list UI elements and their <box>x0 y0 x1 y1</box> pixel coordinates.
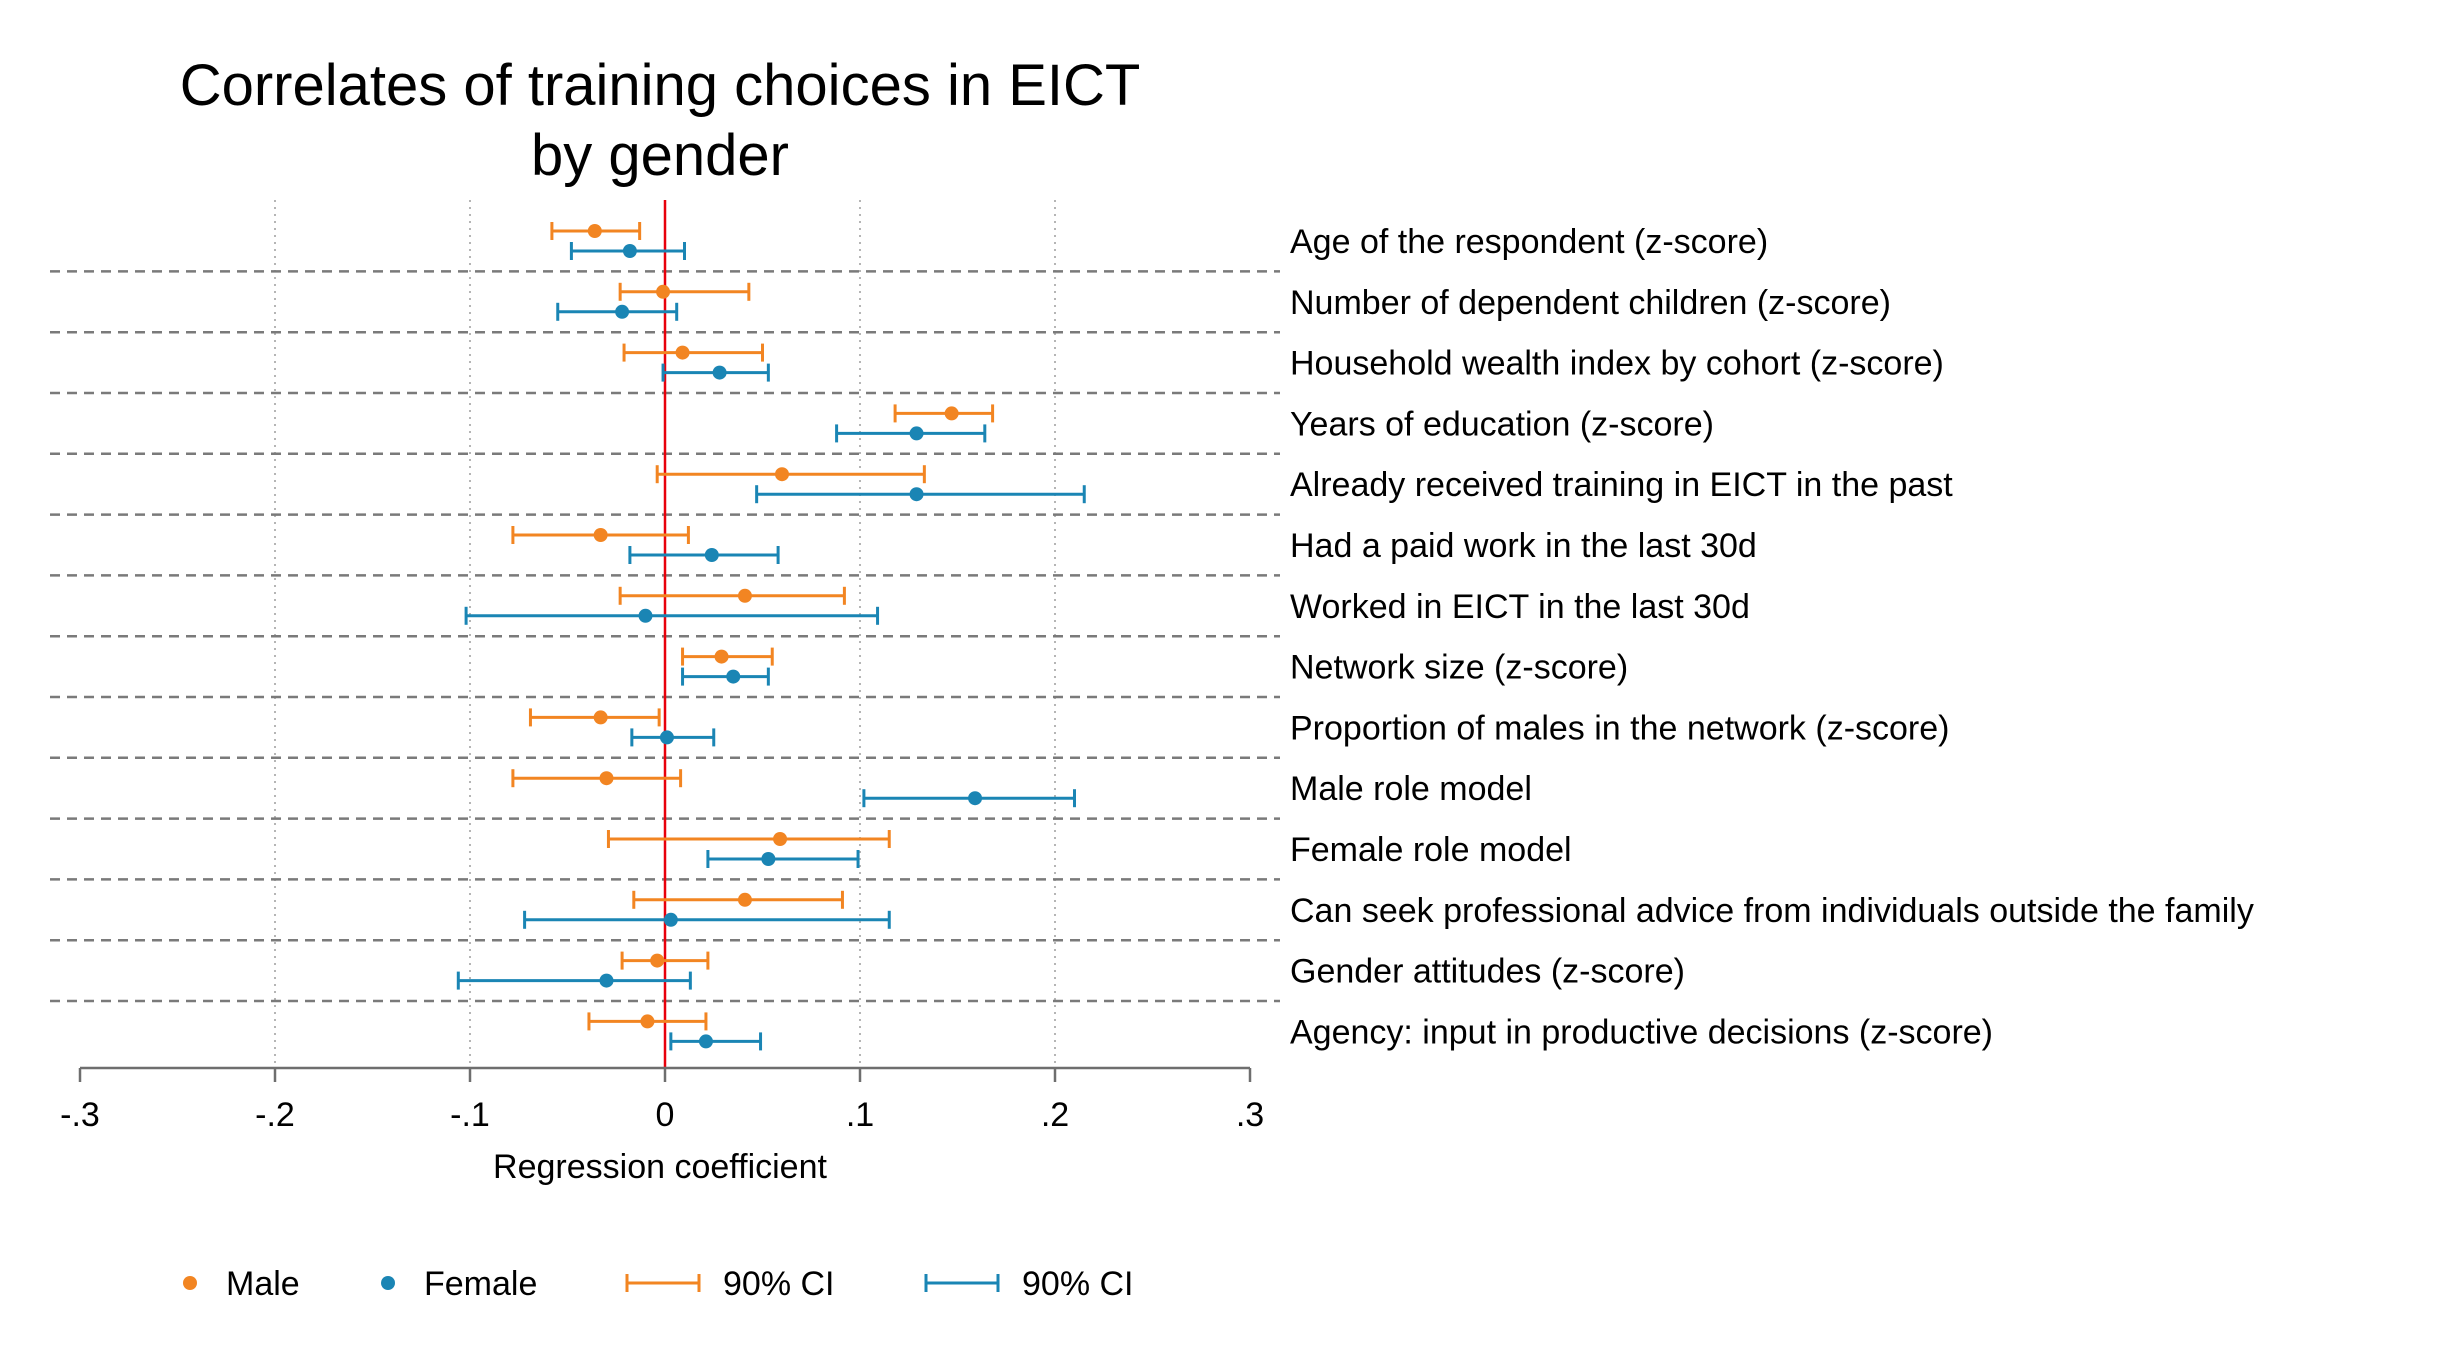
male-estimate-point <box>599 771 614 786</box>
female-estimate-point <box>663 912 678 927</box>
row-label: Male role model <box>1290 770 1532 808</box>
female-estimate-point <box>726 669 741 684</box>
female-estimate-point <box>909 487 924 502</box>
male-estimate-point <box>593 710 608 725</box>
row-label: Female role model <box>1290 831 1572 869</box>
legend-marker-male <box>183 1276 197 1290</box>
female-estimate-point <box>698 1034 713 1049</box>
male-estimate-point <box>587 224 602 238</box>
chart-title-line-2: by gender <box>531 123 789 188</box>
legend-label: Male <box>226 1265 300 1303</box>
legend-marker-female <box>381 1276 395 1290</box>
legend: Male Female 90% CI 90% CI <box>183 1265 1134 1303</box>
row-label: Number of dependent children (z-score) <box>1290 284 1891 322</box>
row-label: Agency: input in productive decisions (z… <box>1290 1013 1993 1051</box>
female-estimate-point <box>659 730 674 745</box>
row-label: Proportion of males in the network (z-sc… <box>1290 709 1949 747</box>
x-tick-label: 0 <box>656 1096 675 1134</box>
x-tick-label: -.3 <box>60 1096 100 1134</box>
row-label: Had a paid work in the last 30d <box>1290 527 1757 565</box>
male-estimate-point <box>737 892 752 907</box>
x-tick-label: .3 <box>1236 1096 1264 1134</box>
female-estimate-point <box>712 365 727 380</box>
male-estimate-point <box>737 588 752 603</box>
row-label: Household wealth index by cohort (z-scor… <box>1290 345 1944 383</box>
male-estimate-point <box>650 953 665 968</box>
x-tick-label: .1 <box>846 1096 874 1134</box>
legend-label: Female <box>424 1265 537 1303</box>
male-estimate-point <box>656 284 671 299</box>
female-estimate-point <box>968 791 983 806</box>
row-label: Age of the respondent (z-score) <box>1290 223 1768 261</box>
row-label: Network size (z-score) <box>1290 649 1628 687</box>
legend-label: 90% CI <box>1022 1265 1134 1303</box>
point-estimates <box>587 224 983 1049</box>
male-estimate-point <box>593 528 608 542</box>
male-estimate-point <box>675 345 690 360</box>
female-estimate-point <box>761 852 776 866</box>
chart-title: Correlates of training choices in EICT b… <box>180 53 1141 188</box>
male-estimate-point <box>775 467 789 482</box>
x-tick-label: -.2 <box>255 1096 295 1134</box>
male-estimate-point <box>773 832 788 846</box>
legend-label: 90% CI <box>723 1265 835 1303</box>
female-estimate-point <box>909 426 924 441</box>
row-label: Worked in EICT in the last 30d <box>1290 588 1750 626</box>
row-label: Already received training in EICT in the… <box>1290 466 1953 504</box>
female-estimate-point <box>622 244 637 258</box>
male-estimate-point <box>944 406 959 421</box>
female-estimate-point <box>615 304 630 319</box>
female-estimate-point <box>638 608 653 623</box>
x-ticks: -.3 -.2 -.1 0 .1 .2 .3 <box>60 1068 1264 1134</box>
row-label: Gender attitudes (z-score) <box>1290 953 1685 991</box>
male-estimate-point <box>640 1014 655 1029</box>
chart-title-line-1: Correlates of training choices in EICT <box>180 53 1141 118</box>
x-tick-label: -.1 <box>450 1096 490 1134</box>
female-estimate-point <box>704 548 719 562</box>
x-tick-label: .2 <box>1041 1096 1069 1134</box>
x-axis-label: Regression coefficient <box>493 1148 827 1186</box>
female-estimate-point <box>599 973 614 988</box>
row-label: Years of education (z-score) <box>1290 405 1714 443</box>
row-labels: Age of the respondent (z-score) Number of… <box>1290 223 2254 1051</box>
male-estimate-point <box>714 649 729 664</box>
row-label: Can seek professional advice from indivi… <box>1290 892 2254 930</box>
grid-lines <box>274 200 1056 1068</box>
